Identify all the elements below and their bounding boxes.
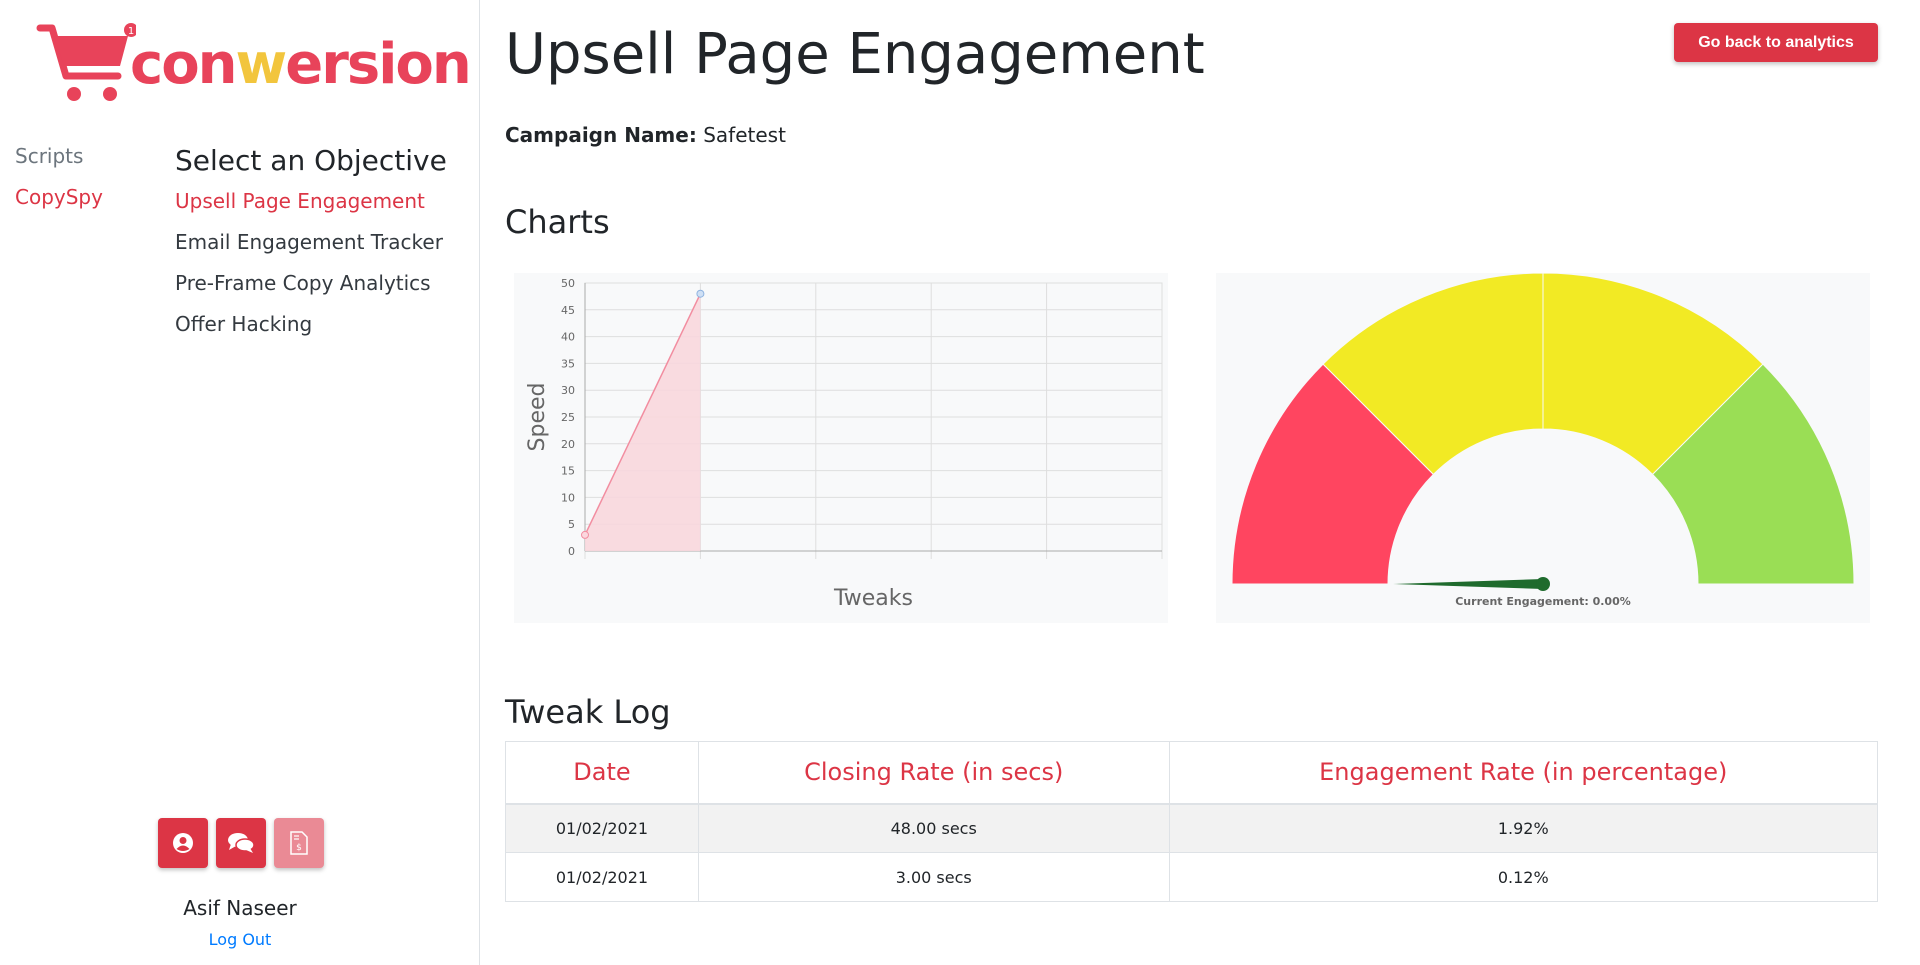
y-tick-label: 50 (561, 277, 575, 290)
main-content: Upsell Page Engagement Go back to analyt… (481, 0, 1920, 965)
table-row: 01/02/2021 48.00 secs 1.92% (505, 803, 1879, 853)
engagement-gauge-chart[interactable]: Current Engagement: 0.00% (1216, 272, 1870, 623)
sidebar: 1 conwersion Scripts CopySpy Select an O… (0, 0, 480, 965)
objective-heading: Select an Objective (175, 144, 447, 177)
cell-closing-rate: 48.00 secs (697, 803, 1170, 853)
y-tick-label: 40 (561, 331, 575, 344)
table-header-row: Date Closing Rate (in secs) Engagement R… (505, 741, 1879, 805)
logout-link[interactable]: Log Out (208, 930, 272, 949)
cell-engagement-rate: 0.12% (1168, 852, 1879, 902)
chat-button[interactable] (216, 818, 266, 868)
y-tick-label: 30 (561, 384, 575, 397)
objective-offer-hacking[interactable]: Offer Hacking (175, 312, 313, 336)
gauge-needle (1393, 579, 1543, 589)
page-title: Upsell Page Engagement (505, 22, 1205, 87)
speed-area-fill (585, 293, 701, 551)
cell-closing-rate: 3.00 secs (697, 852, 1170, 902)
nav-item-scripts[interactable]: Scripts (15, 144, 84, 168)
gauge-needle-hub (1536, 577, 1550, 591)
gauge-segment (1322, 272, 1544, 476)
left-nav: Scripts CopySpy (15, 144, 103, 226)
tweak-log-table: Date Closing Rate (in secs) Engagement R… (505, 741, 1879, 902)
header-engagement-rate[interactable]: Engagement Rate (in percentage) (1168, 741, 1879, 805)
cell-date: 01/02/2021 (505, 803, 699, 853)
y-tick-label: 45 (561, 304, 575, 317)
table-row: 01/02/2021 3.00 secs 0.12% (505, 852, 1879, 902)
objective-upsell-page-engagement[interactable]: Upsell Page Engagement (175, 189, 425, 213)
cell-engagement-rate: 1.92% (1168, 803, 1879, 853)
gauge-label: Current Engagement: 0.00% (1455, 595, 1631, 608)
y-tick-label: 20 (561, 438, 575, 451)
conwersion-logo[interactable]: 1 conwersion (36, 20, 472, 110)
y-tick-label: 25 (561, 411, 575, 424)
y-tick-label: 15 (561, 465, 575, 478)
x-axis-label: Tweaks (833, 586, 913, 611)
speed-line (584, 293, 702, 536)
objective-email-engagement-tracker[interactable]: Email Engagement Tracker (175, 230, 443, 254)
header-date[interactable]: Date (505, 741, 699, 805)
cell-date: 01/02/2021 (505, 852, 699, 902)
objective-list: Select an Objective Upsell Page Engageme… (175, 144, 447, 353)
user-actions: $ (158, 818, 324, 868)
user-circle-icon (173, 833, 193, 853)
gauge-segment (1231, 363, 1435, 585)
svg-text:$: $ (296, 843, 302, 853)
speed-chart-panel: 0 5 10 15 20 25 30 35 40 45 50 Tweaks Speed (514, 273, 1168, 623)
engagement-gauge-panel: Current Engagement: 0.00% (1216, 272, 1870, 623)
comments-icon (228, 833, 255, 853)
data-point (696, 289, 705, 298)
speed-area-chart[interactable]: 0 5 10 15 20 25 30 35 40 45 50 Tweaks Speed (514, 273, 1168, 623)
back-to-analytics-button[interactable]: Go back to analytics (1674, 23, 1878, 62)
invoice-dollar-icon: $ (290, 831, 308, 855)
campaign-name: Campaign Name: Safetest (505, 123, 786, 147)
campaign-value: Safetest (703, 123, 786, 147)
charts-heading: Charts (505, 203, 610, 241)
user-name: Asif Naseer (183, 896, 297, 920)
header-closing-rate[interactable]: Closing Rate (in secs) (697, 741, 1170, 805)
logo-wordmark: conwersion (130, 32, 472, 97)
y-tick-label: 0 (568, 545, 575, 558)
y-axis-label: Speed (525, 383, 550, 452)
profile-button[interactable] (158, 818, 208, 868)
y-tick-label: 35 (561, 357, 575, 370)
objective-pre-frame-copy-analytics[interactable]: Pre-Frame Copy Analytics (175, 271, 431, 295)
cart-badge: 1 (128, 26, 134, 37)
gauge-segment (1651, 363, 1855, 585)
y-tick-label: 5 (568, 518, 575, 531)
nav-item-copyspy[interactable]: CopySpy (15, 185, 103, 209)
campaign-label: Campaign Name: (505, 123, 697, 147)
tweak-log-heading: Tweak Log (505, 693, 671, 731)
cart-icon: 1 (36, 23, 136, 101)
y-tick-label: 10 (561, 491, 575, 504)
gauge-segment (1542, 272, 1764, 476)
billing-button[interactable]: $ (274, 818, 324, 868)
data-point (581, 530, 589, 539)
